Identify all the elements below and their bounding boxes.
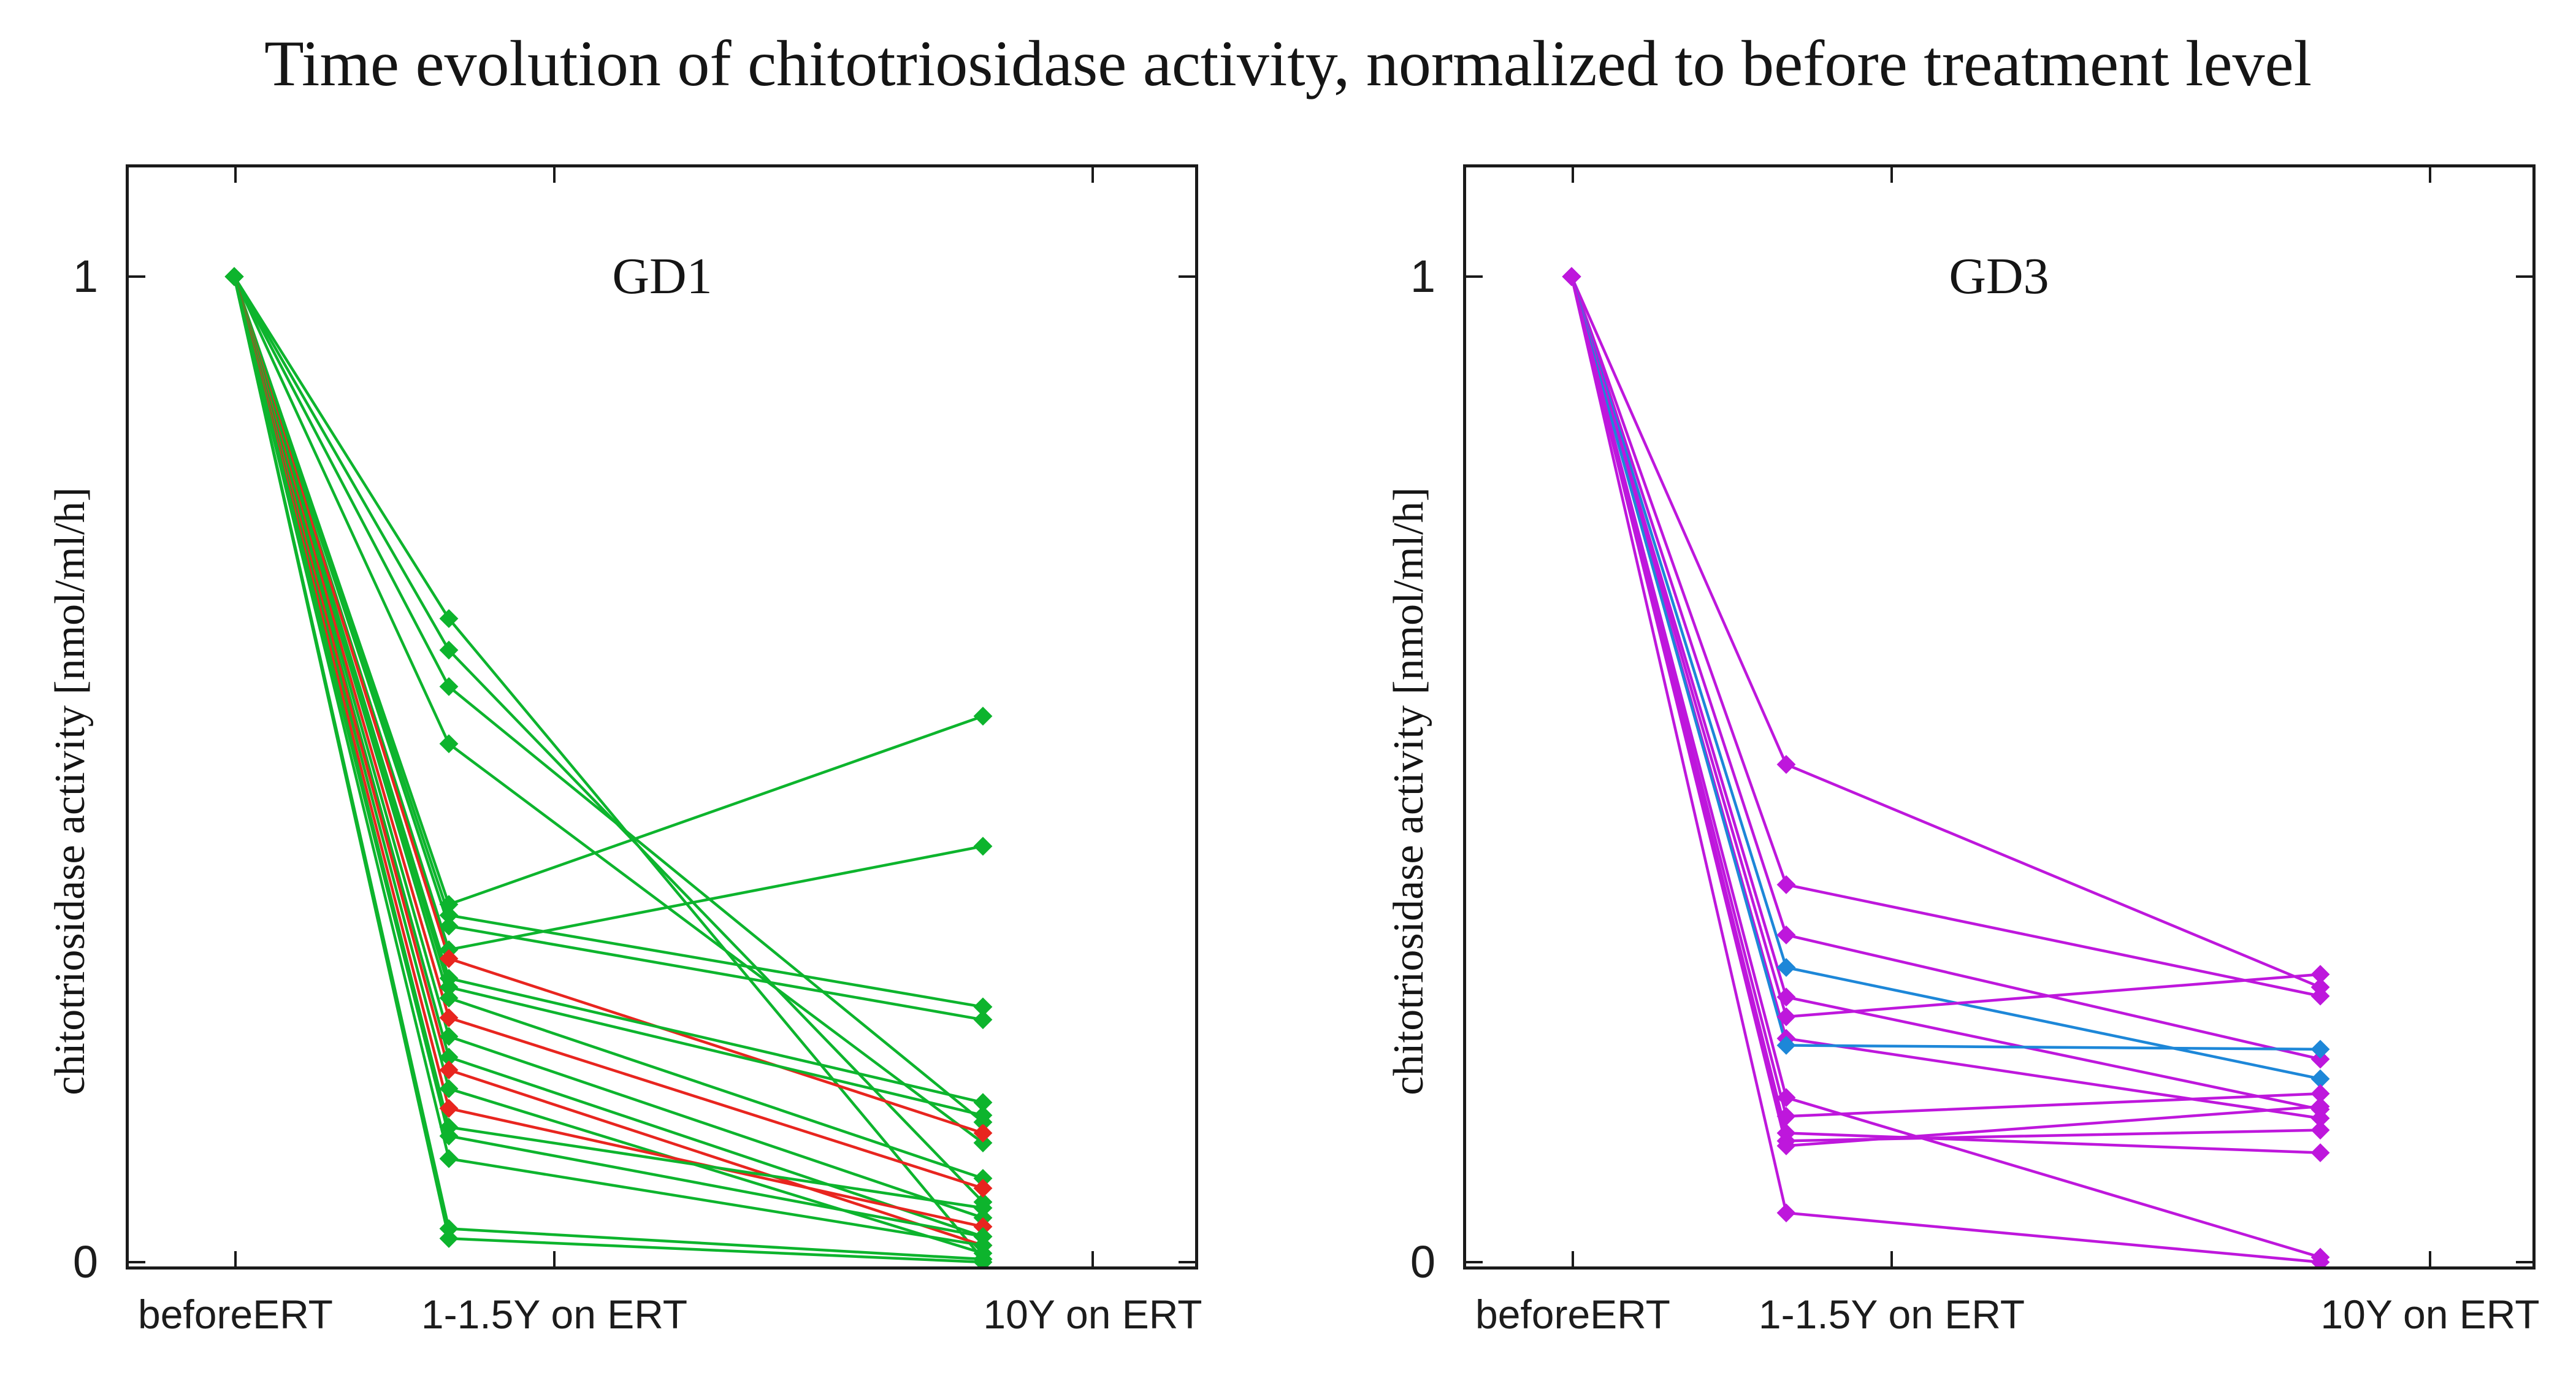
panel-label-gd1: GD1: [612, 248, 713, 305]
series-marker-magenta: [2310, 1120, 2330, 1140]
series-marker-magenta: [1776, 875, 1796, 894]
series-marker-green: [439, 1027, 459, 1046]
series-marker-green: [973, 1106, 993, 1125]
series-marker-magenta: [1776, 1203, 1796, 1223]
series-marker-magenta: [1776, 1136, 1796, 1155]
series-marker-green: [224, 267, 244, 286]
series-marker-green: [439, 640, 459, 660]
series-marker-red: [439, 1098, 459, 1118]
series-marker-green: [439, 609, 459, 629]
series-marker-magenta: [2310, 1049, 2330, 1069]
xtick-10y-left-panel: 10Y on ERT: [983, 1292, 1202, 1337]
series-marker-magenta: [1776, 1007, 1796, 1027]
panel-label-gd3: GD3: [1949, 248, 2049, 305]
series-marker-blue: [2310, 1040, 2330, 1059]
series-marker-magenta: [1776, 755, 1796, 774]
series-marker-magenta: [1562, 267, 1581, 286]
xtick-beforeert-left-panel: beforeERT: [138, 1292, 333, 1337]
series-marker-green: [973, 707, 993, 726]
ytick-0-left-panel: 0: [72, 1236, 98, 1287]
series-marker-red: [439, 1008, 459, 1027]
axis-frame: [126, 164, 1198, 1270]
series-marker-magenta: [1776, 925, 1796, 944]
series-marker-red: [439, 1060, 459, 1080]
series-marker-magenta: [2310, 1143, 2330, 1163]
ytick-1-right-panel: 1: [1410, 251, 1435, 302]
series-marker-green: [973, 1198, 993, 1218]
series-marker-green: [439, 734, 459, 754]
series-marker-magenta: [1776, 1088, 1796, 1108]
series-marker-green: [439, 1126, 459, 1146]
chart-title: Time evolution of chitotriosidase activi…: [264, 28, 2312, 99]
xtick-1-1.5y-left-panel: 1-1.5Y on ERT: [421, 1292, 688, 1337]
ytick-0-right-panel: 0: [1410, 1236, 1435, 1287]
series-marker-magenta: [2310, 986, 2330, 1006]
series-marker-green: [973, 1010, 993, 1030]
series-line-magenta-9: [1570, 275, 2322, 1118]
xtick-beforeert-right-panel: beforeERT: [1475, 1292, 1670, 1337]
series-marker-green: [439, 988, 459, 1008]
ytick-1-left-panel: 1: [72, 251, 98, 302]
series-marker-green: [439, 1229, 459, 1248]
series-marker-magenta: [2310, 965, 2330, 984]
axis-frame: [1463, 164, 2536, 1270]
xtick-10y-right-panel: 10Y on ERT: [2320, 1292, 2540, 1337]
series-line-magenta-0: [1570, 275, 2322, 989]
series-line-red-15: [232, 275, 985, 1247]
series-marker-red: [973, 1124, 993, 1143]
series-marker-green: [973, 837, 993, 856]
series-marker-green: [973, 1133, 993, 1152]
series-line-magenta-5: [1570, 275, 2322, 1019]
series-line-green-20: [232, 275, 985, 1247]
series-marker-green: [439, 916, 459, 936]
series-marker-green: [439, 1149, 459, 1168]
series-marker-red: [973, 1179, 993, 1198]
series-marker-green: [973, 1252, 993, 1270]
series-marker-magenta: [2310, 1252, 2330, 1270]
series-marker-blue: [1776, 958, 1796, 977]
y-axis-title-right-panel: chitotriosidase activity [nmol/ml/h]: [1385, 487, 1432, 1095]
xtick-1-1.5y-right-panel: 1-1.5Y on ERT: [1758, 1292, 2025, 1337]
series-line-green-16: [232, 275, 985, 1255]
series-marker-magenta: [1776, 987, 1796, 1007]
series-marker-green: [439, 677, 459, 696]
series-line-magenta-6: [1570, 275, 2322, 1120]
series-marker-magenta: [2310, 1097, 2330, 1116]
series-marker-blue: [1776, 1036, 1796, 1055]
gd1-plot-area: [126, 164, 1198, 1270]
y-axis-title-left-panel: chitotriosidase activity [nmol/ml/h]: [47, 487, 94, 1095]
series-marker-red: [439, 949, 459, 968]
series-marker-green: [439, 1079, 459, 1098]
gd3-plot-area: [1463, 164, 2536, 1270]
